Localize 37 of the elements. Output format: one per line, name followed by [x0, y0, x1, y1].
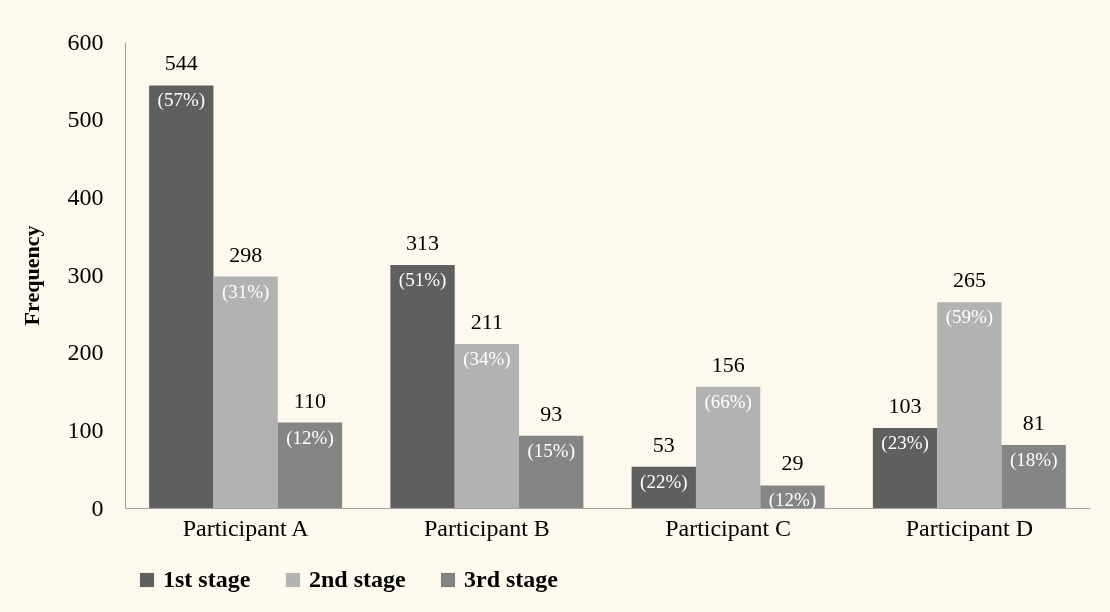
bar — [390, 264, 455, 508]
y-tick-label: 100 — [67, 416, 104, 443]
bar — [695, 386, 761, 508]
text: 544 (57%) — [157, 50, 206, 111]
x-tick-label: Participant B — [423, 514, 550, 541]
bar — [149, 85, 214, 508]
x-tick-label: Participant D — [905, 514, 1034, 541]
y-tick-label: 0 — [91, 494, 104, 521]
text: 53 (22%) — [640, 431, 688, 492]
x-tick-label: Participant A — [182, 514, 310, 541]
text: 313 (51%) — [398, 229, 447, 290]
x-tick-label: Participant C — [665, 514, 792, 541]
y-tick-label: 500 — [67, 106, 104, 133]
legend-label: 3rd stage — [464, 566, 559, 592]
bar — [1001, 445, 1066, 508]
legend-label: 2nd stage — [309, 566, 407, 592]
text: 265 (59%) — [945, 267, 994, 328]
text: 298 (31%) — [221, 241, 270, 302]
y-tick-label: 200 — [67, 339, 104, 366]
text: 156 (66%) — [704, 351, 752, 412]
bar — [937, 302, 1002, 508]
bar — [519, 435, 584, 508]
bar — [277, 422, 343, 508]
text: 211 (34%) — [463, 309, 511, 370]
y-tick-label: 400 — [67, 183, 104, 210]
bar — [872, 428, 938, 508]
text: 29 (12%) — [768, 450, 817, 511]
text: 110 (12%) — [286, 387, 334, 448]
y-axis-title: Frequency — [18, 225, 44, 326]
text: 103 (23%) — [881, 393, 929, 453]
y-tick-label: 300 — [67, 261, 104, 288]
y-tick-label: 600 — [67, 28, 104, 55]
bar — [454, 344, 520, 508]
text: 81 (18%) — [1009, 410, 1058, 471]
text: 93 (15%) — [527, 400, 575, 461]
legend-label: 1st stage — [163, 566, 251, 592]
bar — [213, 276, 278, 508]
